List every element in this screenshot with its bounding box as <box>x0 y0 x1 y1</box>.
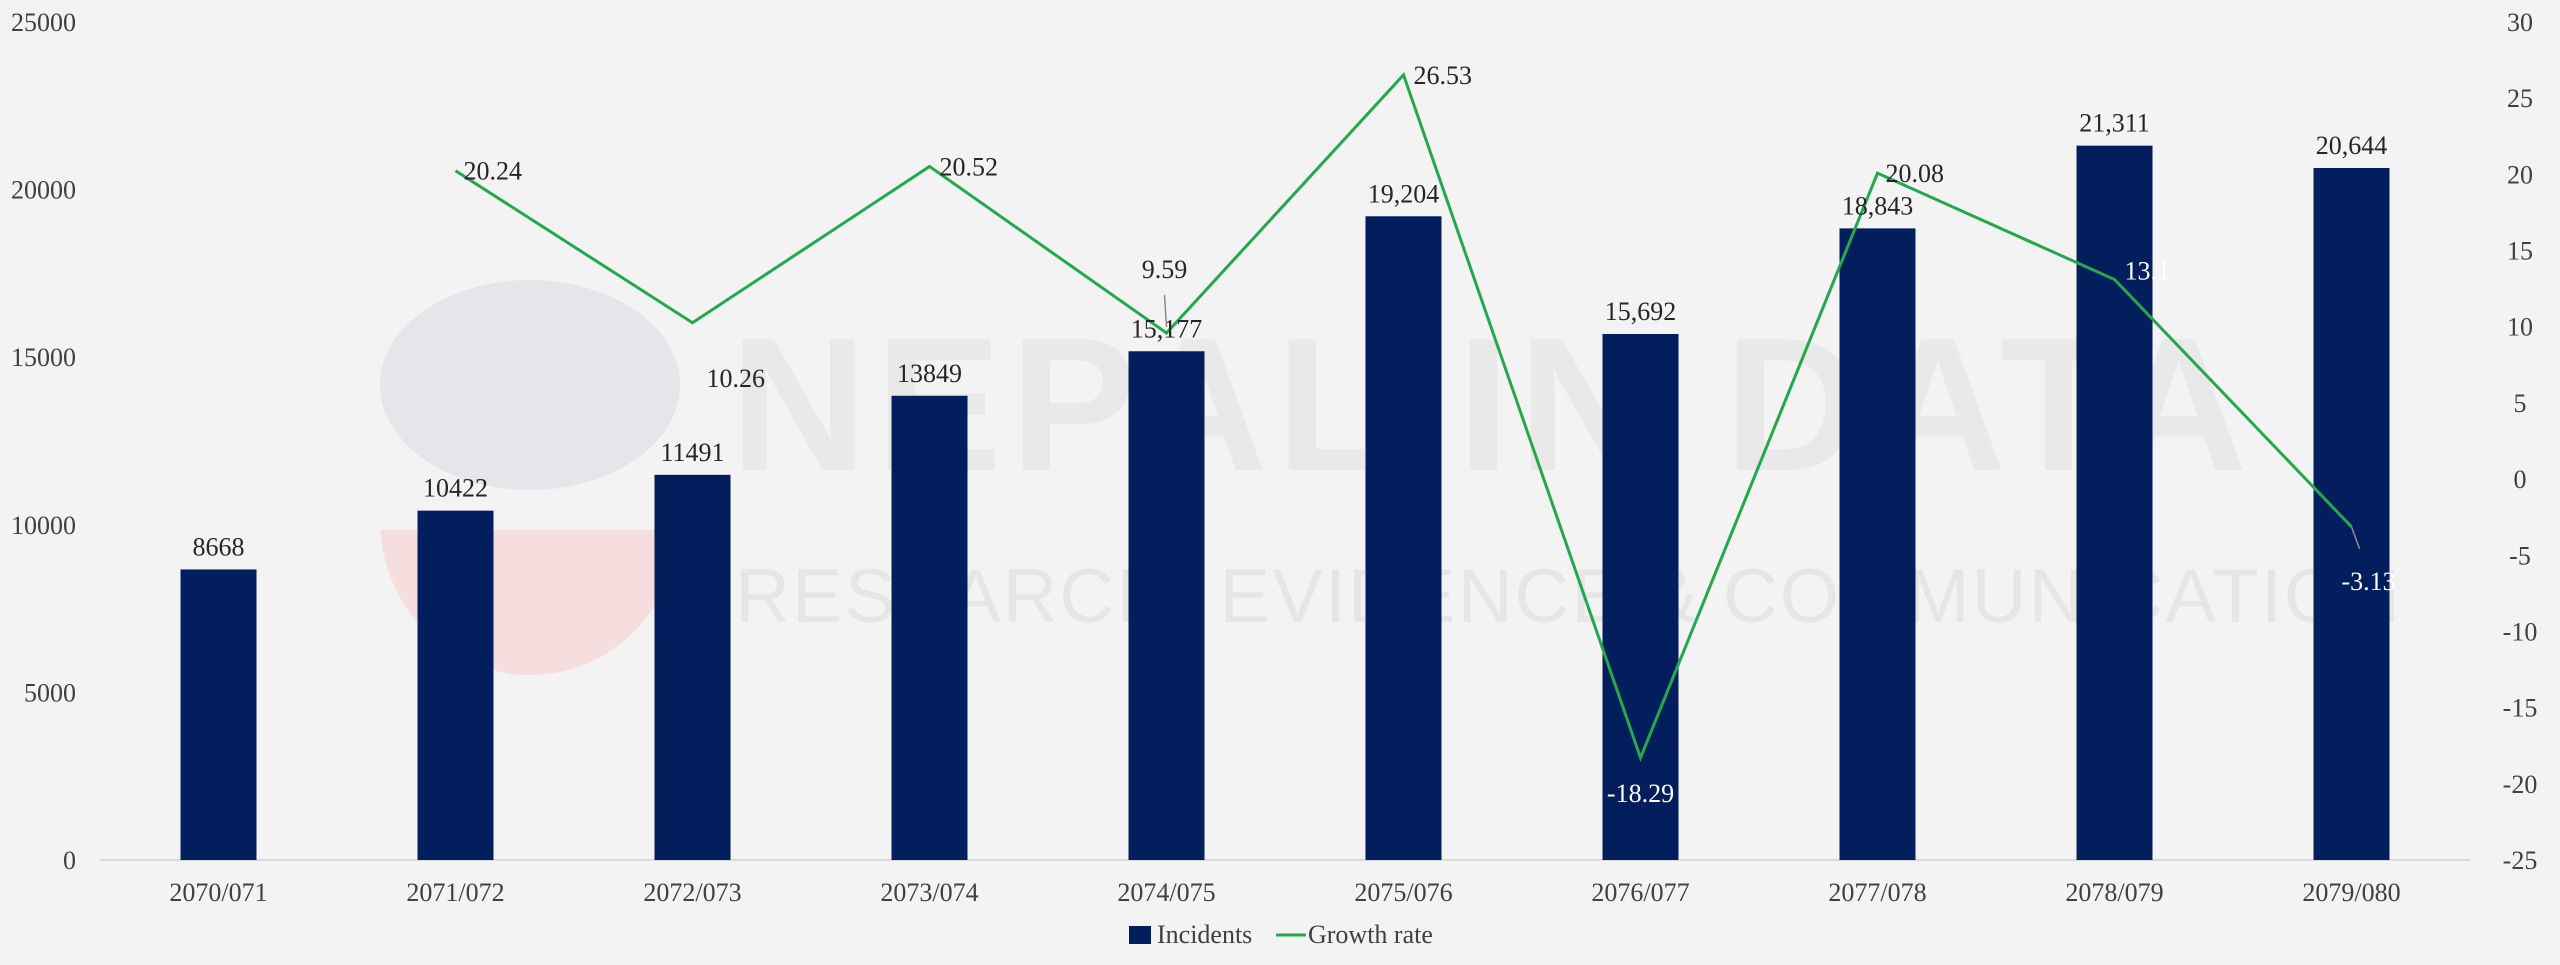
bar-incidents <box>2313 168 2390 860</box>
y-right-tick-label: 25 <box>2507 84 2533 113</box>
leader-line <box>1163 294 1168 328</box>
bar-incidents <box>1839 228 1916 861</box>
bar-data-label: 15,692 <box>1605 297 1677 326</box>
x-tick-label: 2079/080 <box>2302 878 2400 907</box>
y-left-tick-label: 25000 <box>11 8 76 37</box>
bar-data-label: 10422 <box>423 474 488 503</box>
x-tick-label: 2072/073 <box>643 878 741 907</box>
bar-data-label: 19,204 <box>1368 179 1440 208</box>
bar-incidents <box>180 569 257 860</box>
growth-data-label: 20.08 <box>1886 159 1945 188</box>
legend-label-growth-rate: Growth rate <box>1308 920 1433 949</box>
watermark-title: NEPAL IN DATA <box>730 299 2255 511</box>
bar-data-label: 8668 <box>193 532 245 561</box>
y-left-tick-label: 20000 <box>11 176 76 205</box>
bar-incidents <box>2076 145 2153 860</box>
y-right-tick-label: 0 <box>2514 465 2527 494</box>
x-tick-label: 2075/076 <box>1354 878 1452 907</box>
x-tick-label: 2070/071 <box>169 878 267 907</box>
y-left-tick-label: 10000 <box>11 511 76 540</box>
bar-incidents <box>654 474 731 860</box>
growth-data-label: 20.24 <box>464 157 523 186</box>
y-left-tick-label: 15000 <box>11 343 76 372</box>
growth-data-label: 20.52 <box>940 152 999 181</box>
y-right-tick-label: 20 <box>2507 160 2533 189</box>
growth-data-label: -3.13 <box>2342 567 2396 596</box>
growth-data-label: 13.1 <box>2125 256 2171 285</box>
y-right-tick-label: 15 <box>2507 237 2533 266</box>
x-tick-label: 2077/078 <box>1828 878 1926 907</box>
leader-line <box>2350 526 2361 550</box>
bar-data-label: 11491 <box>660 438 724 467</box>
x-tick-label: 2074/075 <box>1117 878 1215 907</box>
data-labels: 866810422114911384915,17719,20415,69218,… <box>193 61 2396 808</box>
axes: 0 5000 10000 15000 20000 25000 -25 -20 -15 -10 -5 0… <box>11 8 2537 907</box>
x-tick-label: 2071/072 <box>406 878 504 907</box>
growth-data-label: 26.53 <box>1414 61 1473 90</box>
bars <box>180 145 2390 861</box>
bar-data-label: 13849 <box>897 359 962 388</box>
y-right-tick-label: 5 <box>2514 389 2527 418</box>
legend-label-incidents: Incidents <box>1157 920 1252 949</box>
bar-incidents <box>1602 334 1679 860</box>
legend-swatch-incidents <box>1129 926 1151 944</box>
growth-data-label: 10.26 <box>707 364 766 393</box>
y-right-tick-label: -20 <box>2503 770 2538 799</box>
bar-incidents <box>891 395 968 860</box>
bar-data-label: 18,843 <box>1842 191 1914 220</box>
y-right-tick-label: -10 <box>2503 617 2538 646</box>
y-left-tick-label: 5000 <box>24 678 76 707</box>
legend: Incidents Growth rate <box>1129 920 1433 949</box>
bar-incidents <box>417 510 494 860</box>
bar-incidents <box>1365 216 1442 860</box>
y-right-tick-label: 30 <box>2507 8 2533 37</box>
y-right-tick-label: -25 <box>2503 846 2538 875</box>
y-right-tick-label: 10 <box>2507 313 2533 342</box>
growth-data-label: -18.29 <box>1607 779 1674 808</box>
x-tick-label: 2078/079 <box>2065 878 2163 907</box>
x-tick-label: 2073/074 <box>880 878 978 907</box>
bar-data-label: 20,644 <box>2316 131 2388 160</box>
growth-data-label: 9.59 <box>1142 255 1188 284</box>
y-right-tick-label: -5 <box>2509 541 2531 570</box>
bar-data-label: 21,311 <box>2079 109 2150 138</box>
y-left-tick-label: 0 <box>63 846 76 875</box>
growth-line-layer <box>454 72 2353 763</box>
bar-incidents <box>1128 351 1205 860</box>
growth-rate-line <box>454 72 2353 763</box>
x-tick-label: 2076/077 <box>1591 878 1689 907</box>
y-right-tick-label: -15 <box>2503 694 2538 723</box>
